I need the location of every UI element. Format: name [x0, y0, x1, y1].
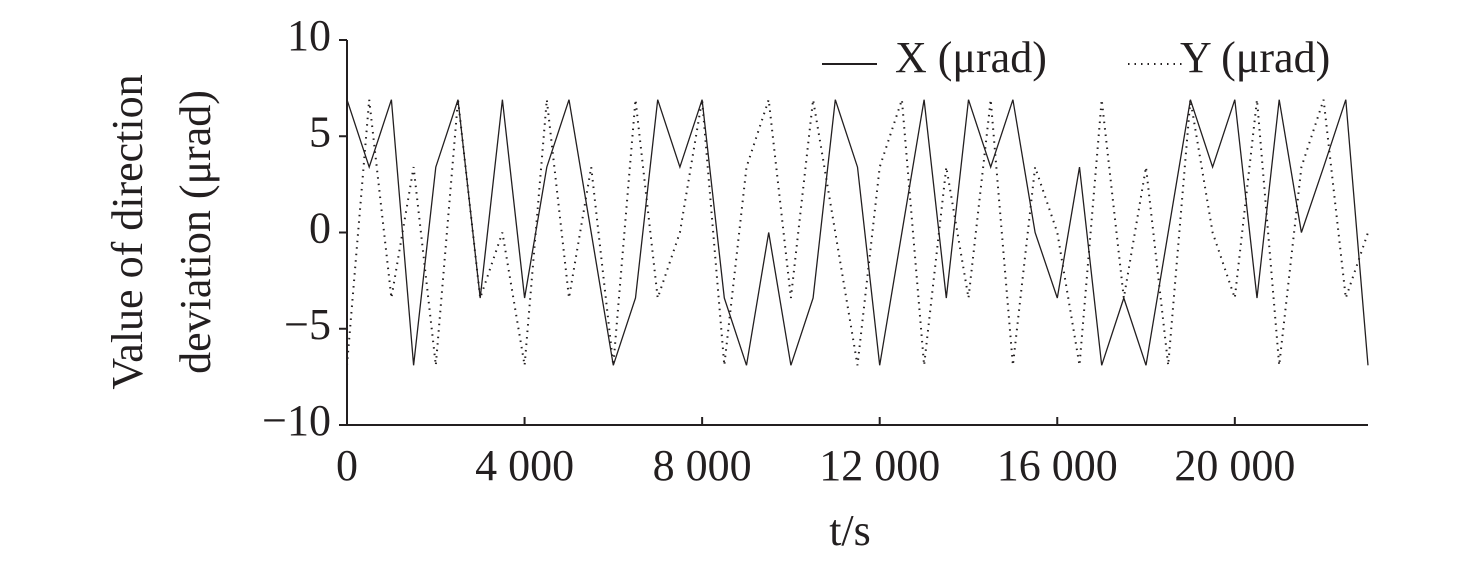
y-tick-label: 5 — [309, 107, 331, 156]
y-tick-label: 10 — [287, 11, 331, 60]
x-axis-label: t/s — [829, 506, 871, 555]
legend-label: Y (μrad) — [1180, 33, 1330, 82]
y-tick-label: −10 — [262, 396, 331, 445]
x-tick-label: 8 000 — [653, 441, 752, 490]
x-tick-label: 4 000 — [475, 441, 574, 490]
x-tick-label: 20 000 — [1174, 441, 1295, 490]
series-line — [346, 99, 1369, 366]
y-tick-label: −5 — [284, 300, 331, 349]
y-tick-label: 0 — [309, 204, 331, 253]
series-line — [346, 99, 1369, 366]
x-tick-label: 12 000 — [819, 441, 940, 490]
x-tick-label: 0 — [336, 441, 358, 490]
y-axis-label: Value of direction — [103, 74, 152, 389]
legend-label: X (μrad) — [895, 33, 1047, 82]
x-tick-label: 16 000 — [997, 441, 1118, 490]
y-axis-label: deviation (μrad) — [171, 90, 220, 374]
